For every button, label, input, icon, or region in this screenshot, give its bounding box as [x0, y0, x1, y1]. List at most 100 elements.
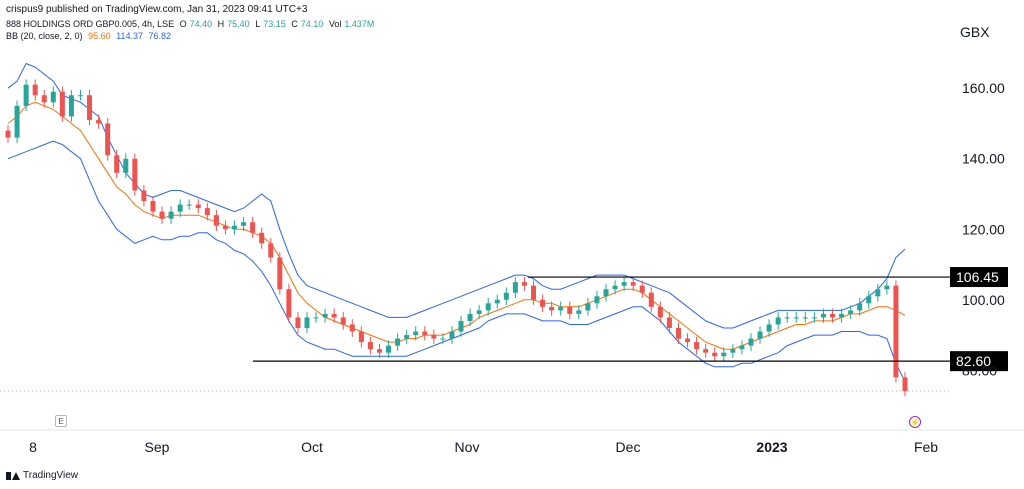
low-value: 73.15 [263, 19, 286, 29]
candle-body [331, 313, 337, 318]
candle-body [313, 317, 319, 319]
x-tick-label: Nov [455, 439, 480, 455]
y-tick-label: 160.00 [962, 80, 1005, 96]
candle-body [59, 91, 65, 117]
candle-body [567, 306, 573, 314]
candle-body [277, 257, 283, 290]
candle-body [449, 331, 455, 339]
candle-body [50, 91, 56, 103]
candle-body [213, 215, 219, 226]
candle-body [766, 324, 772, 332]
candle-body [358, 331, 364, 343]
tradingview-icon [6, 471, 20, 480]
candle-body [96, 119, 102, 124]
candle-body [685, 338, 691, 343]
y-tick-label: 80.00 [962, 362, 997, 378]
x-tick-label: Dec [616, 439, 641, 455]
candle-body [114, 155, 120, 173]
candle-body [32, 84, 38, 96]
bb-basis-value: 95.60 [88, 31, 111, 41]
x-tick-label: 8 [29, 439, 37, 455]
candle-body [105, 123, 111, 156]
candle-body [340, 317, 346, 325]
candle-body [857, 303, 863, 311]
candle-body [241, 222, 247, 226]
candle-body [703, 349, 709, 353]
bb-upper-value: 114.37 [116, 31, 143, 41]
candle-body [721, 352, 727, 357]
bb-legend: BB (20, close, 2, 0) 95.60 114.37 76.82 [6, 31, 174, 41]
candle-body [639, 285, 645, 293]
candle-body [540, 299, 546, 307]
candle-body [23, 84, 29, 106]
candle-body [748, 338, 754, 346]
candle-body [431, 335, 437, 339]
candle-body [648, 292, 654, 307]
candle-body [5, 130, 11, 138]
candle-body [848, 310, 854, 314]
brand-text: TradingView [23, 470, 79, 481]
y-tick-label: 140.00 [962, 151, 1005, 167]
level-price-label-bg [950, 267, 1008, 288]
candle-body [576, 310, 582, 314]
candle-body [476, 310, 482, 314]
candle-body [739, 345, 745, 350]
open-value: 74.40 [189, 19, 213, 29]
high-value: 75.40 [227, 19, 250, 29]
candle-body [549, 306, 555, 311]
candle-body [793, 317, 799, 319]
candle-body [150, 201, 156, 212]
candle-body [820, 313, 826, 318]
bb-lower-value: 76.82 [148, 31, 172, 41]
candle-body [784, 317, 790, 319]
x-tick-label: 2023 [756, 439, 787, 455]
earnings-marker[interactable]: E [55, 415, 67, 427]
candle-body [222, 225, 228, 230]
candle-body [675, 328, 681, 339]
candle-body [811, 317, 817, 319]
candle-body [440, 338, 446, 340]
candle-body [603, 289, 609, 297]
lightning-icon[interactable]: ⚡ [909, 416, 921, 428]
candle-body [386, 345, 392, 353]
candle-body [657, 306, 663, 318]
candle-body [77, 95, 83, 97]
candle-body [322, 313, 328, 318]
symbol-legend: 888 HOLDINGS ORD GBP0.005, 4h, LSE O 74.4… [6, 19, 377, 29]
y-tick-label: 100.00 [962, 292, 1005, 308]
candle-body [621, 282, 627, 286]
candle-body [521, 282, 527, 286]
candle-body [630, 282, 636, 286]
candle-body [87, 95, 93, 120]
x-tick-label: Feb [914, 439, 938, 455]
candle-body [177, 204, 183, 212]
volume-label: Vol [328, 19, 342, 29]
candle-body [367, 342, 373, 350]
candle-body [775, 317, 781, 325]
candle-body [802, 317, 808, 319]
candle-body [585, 303, 591, 311]
candle-body [730, 349, 736, 353]
x-tick-label: Sep [145, 439, 170, 455]
candle-body [884, 285, 890, 290]
candle-body [757, 331, 763, 339]
candle-body [413, 331, 419, 336]
candle-body [295, 317, 301, 328]
candle-body [250, 222, 256, 233]
bb-name: BB (20, close, 2, 0) [6, 31, 83, 41]
candle-body [195, 204, 201, 209]
candle-body [512, 282, 518, 293]
candle-body [14, 105, 20, 138]
candle-body [168, 211, 174, 219]
candle-body [830, 313, 836, 318]
candle-body [485, 303, 491, 311]
candle-body [467, 313, 473, 321]
candle-body [395, 338, 401, 346]
candle-body [141, 190, 147, 202]
currency-label: GBX [960, 24, 990, 40]
candle-body [839, 313, 845, 318]
candle-body [376, 349, 382, 353]
candle-body [422, 331, 428, 336]
candle-body [875, 289, 881, 297]
